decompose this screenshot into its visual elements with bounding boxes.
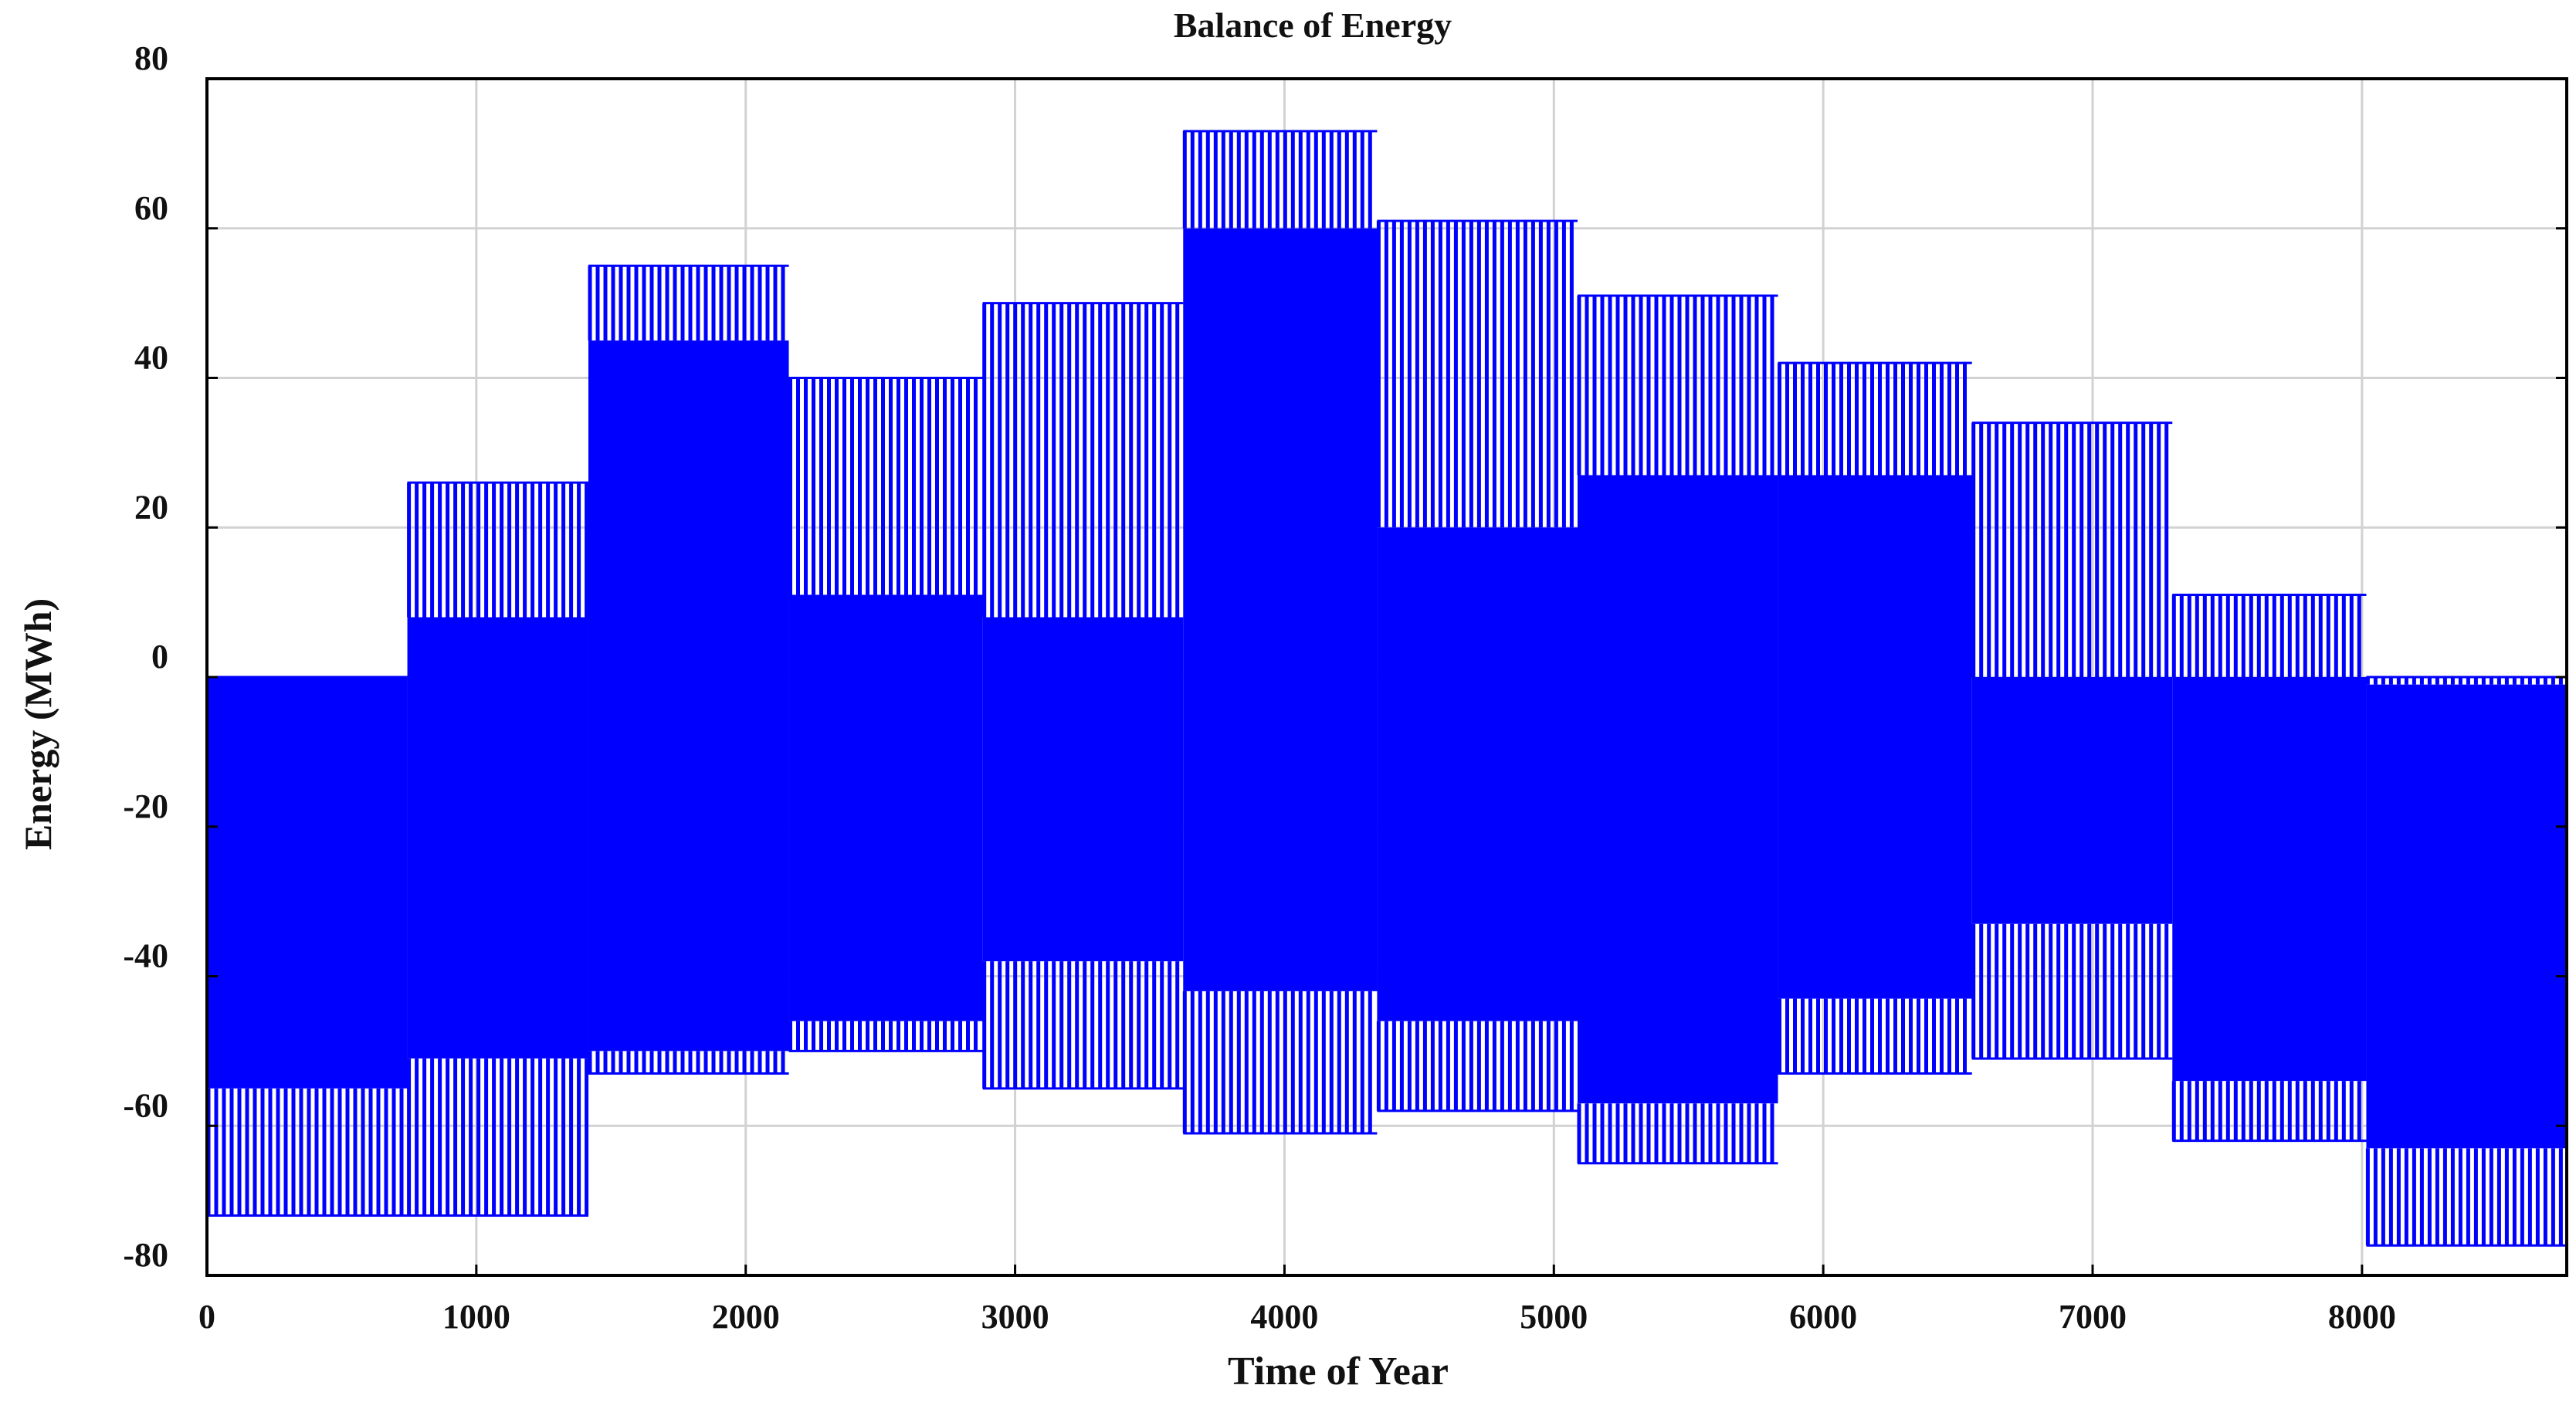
series-segment-10 <box>1971 422 2173 1060</box>
series-spikes <box>407 483 589 1216</box>
y-axis-label: Energy (MWh) <box>16 598 59 850</box>
series-core-band <box>207 677 408 1089</box>
series-segment-4 <box>788 377 983 1052</box>
series-core-band <box>2172 677 2367 1082</box>
series-core-band <box>1377 527 1578 1021</box>
y-tick-label: -60 <box>123 1086 168 1124</box>
series-core-band <box>588 340 789 1052</box>
y-tick-label: 80 <box>134 39 168 77</box>
series-core-band <box>788 594 983 1021</box>
series-spikes <box>1971 422 2169 1059</box>
series-segment-3 <box>588 264 789 1075</box>
x-tick-label: 2000 <box>712 1298 780 1336</box>
series-segment-8 <box>1577 294 1778 1165</box>
x-tick-label: 1000 <box>442 1298 510 1336</box>
series-spikes <box>2365 677 2563 1246</box>
series-core-band <box>1971 677 2173 924</box>
series-core-band <box>1577 475 1778 1104</box>
x-tick-label: 3000 <box>981 1298 1049 1336</box>
x-tick-label: 8000 <box>2328 1298 2396 1336</box>
series-core-band <box>2366 684 2567 1149</box>
x-tick-label: 7000 <box>2059 1298 2127 1336</box>
y-tick-label: -80 <box>123 1236 168 1274</box>
series-segment-5 <box>982 302 1184 1090</box>
series-core-band <box>982 617 1184 962</box>
series-segment-11 <box>2171 593 2367 1143</box>
y-tick-label: -40 <box>123 937 168 975</box>
series-core-band <box>1183 228 1378 991</box>
y-tick-label: 40 <box>134 339 168 377</box>
series-energy-balance <box>206 130 2567 1247</box>
x-axis-label: Time of Year <box>1228 1350 1449 1394</box>
series-spikes <box>588 266 785 1074</box>
series-core-band <box>1778 475 1972 999</box>
series-segment-2 <box>407 481 589 1217</box>
series-segment-9 <box>1778 361 1972 1075</box>
x-tick-label: 4000 <box>1250 1298 1318 1336</box>
series-spikes <box>982 303 1180 1089</box>
series-spikes <box>1376 221 1574 1111</box>
series-segment-6 <box>1182 130 1378 1135</box>
series-spikes <box>1577 295 1774 1163</box>
y-tick-label: -20 <box>123 787 168 825</box>
series-segment-12 <box>2365 676 2567 1247</box>
series-spikes <box>2171 594 2361 1141</box>
series-spikes <box>1778 363 1967 1074</box>
x-tick-label: 6000 <box>1789 1298 1857 1336</box>
series-segment-7 <box>1376 219 1578 1112</box>
y-tick-label: 60 <box>134 189 168 227</box>
x-tick-label: 0 <box>198 1298 215 1336</box>
axis-ticks: 0 1000 2000 3000 4000 5000 6000 7000 8000 80 60 40 2… <box>123 39 2567 1336</box>
series-spikes <box>1182 130 1372 1133</box>
x-tick-label: 5000 <box>1520 1298 1588 1336</box>
chart-title: Balance of Energy <box>1174 5 1452 45</box>
series-spikes <box>788 378 978 1052</box>
y-tick-label: 20 <box>134 488 168 526</box>
y-tick-label: 0 <box>151 638 168 676</box>
series-segment-1 <box>206 676 408 1217</box>
series-core-band <box>407 617 588 1059</box>
